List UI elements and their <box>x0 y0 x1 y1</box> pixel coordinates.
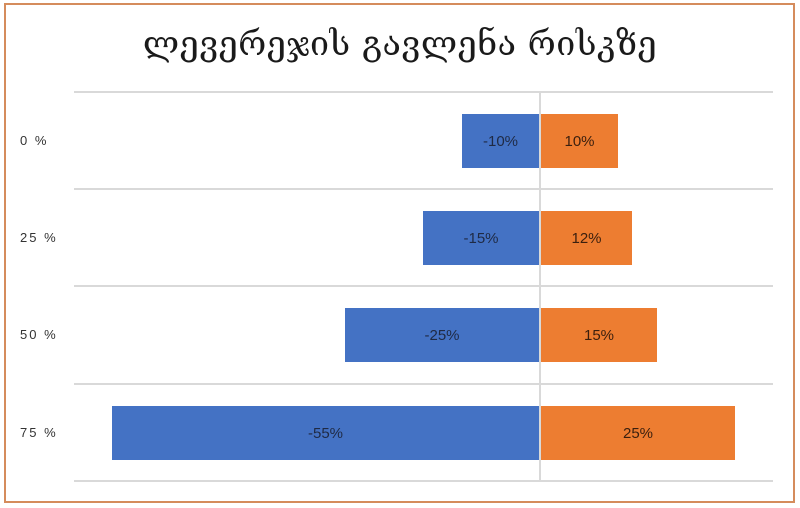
bar-positive: 25% <box>541 406 735 460</box>
bar-positive: 12% <box>541 211 632 265</box>
bar-negative: -10% <box>462 114 539 168</box>
bar-negative: -55% <box>112 406 539 460</box>
category-label: 25 % <box>20 230 58 245</box>
bar-positive: 10% <box>541 114 618 168</box>
category-label: 0 % <box>20 133 49 148</box>
gridline <box>74 285 773 287</box>
bar-positive: 15% <box>541 308 657 362</box>
category-label: 50 % <box>20 327 58 342</box>
category-label: 75 % <box>20 425 58 440</box>
gridline <box>74 188 773 190</box>
gridline <box>74 383 773 385</box>
zero-axis <box>539 92 541 482</box>
gridline <box>74 480 773 482</box>
bar-negative: -25% <box>345 308 539 362</box>
gridline <box>74 91 773 93</box>
chart-title: ლევერეჯის გავლენა რისკზე <box>142 24 658 64</box>
bar-negative: -15% <box>423 211 539 265</box>
